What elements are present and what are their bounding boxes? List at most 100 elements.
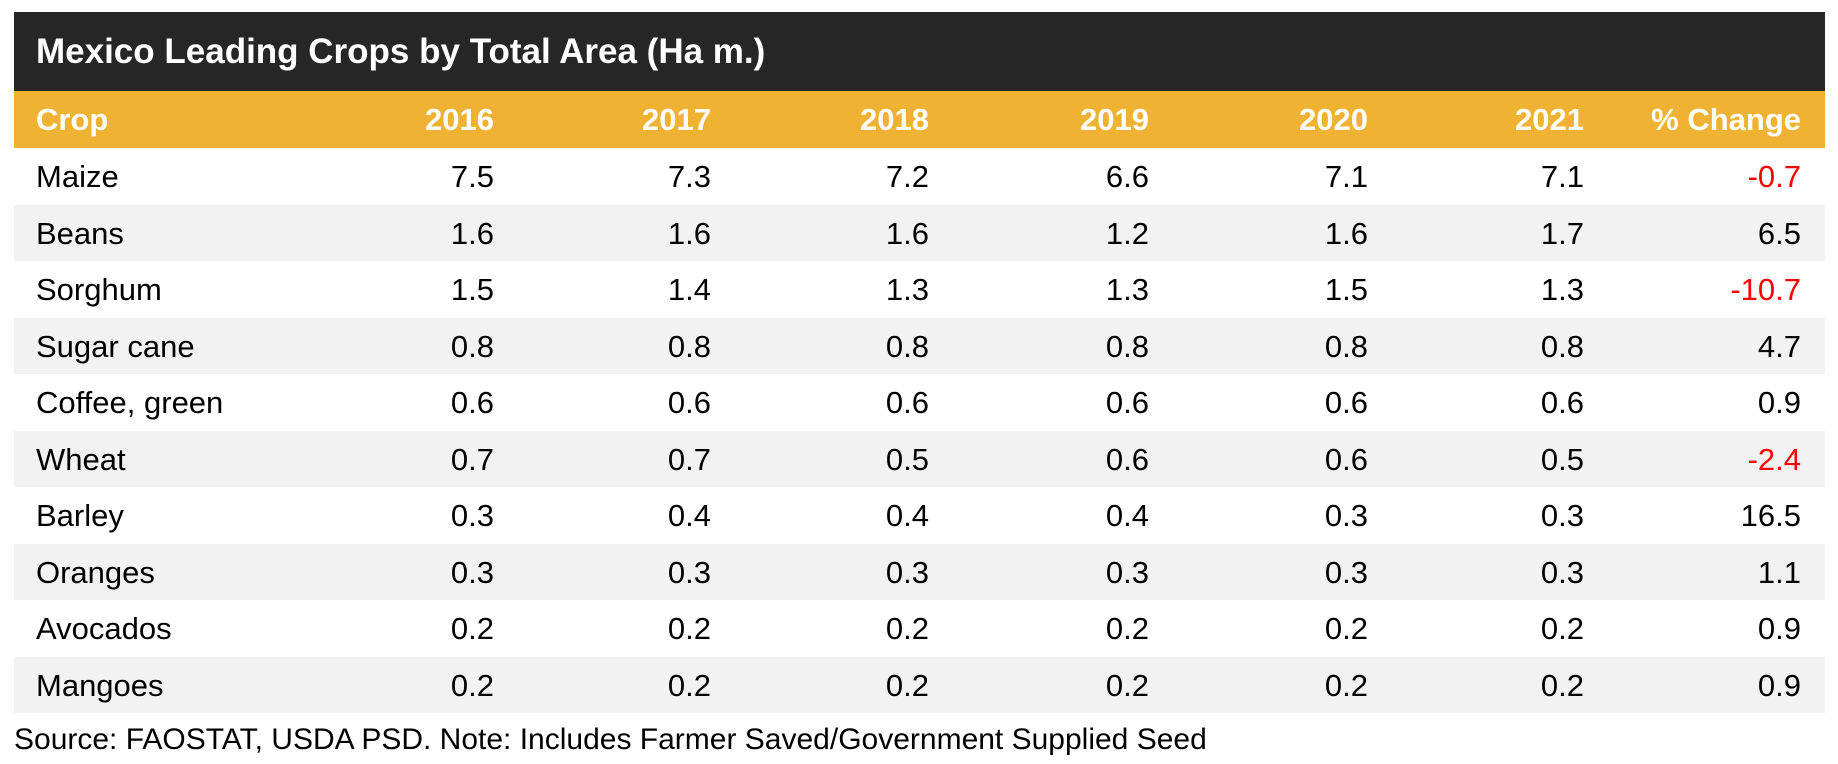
value-cell: 0.5 [1540,441,1584,477]
value-cell: 1.3 [885,272,929,307]
crop-name: Oranges [36,554,155,590]
column-header: % Change [1651,102,1801,137]
value-cell: 0.6 [667,385,711,420]
table-row: Sugar cane 0.8 0.8 0.8 0.8 0.8 0.8 4.7 [14,317,1825,374]
value-cell: 0.2 [450,667,494,703]
value-cell: -2.4 [1747,441,1801,477]
crop-name: Sugar cane [36,328,195,364]
value-cell: 0.8 [450,328,494,364]
value-cell: 0.2 [667,611,711,646]
value-cell: 0.6 [1540,385,1584,420]
column-header: 2017 [642,102,711,137]
value-cell: 1.6 [667,215,711,251]
value-cell: 1.6 [885,215,929,251]
value-cell: 0.8 [667,328,711,364]
table-row: Coffee, green 0.6 0.6 0.6 0.6 0.6 0.6 0.9 [14,374,1825,431]
crop-name: Coffee, green [36,385,224,420]
table-row: Wheat 0.7 0.7 0.5 0.6 0.6 0.5 -2.4 [14,430,1825,487]
value-cell: 7.1 [1540,159,1584,194]
value-cell: 4.7 [1757,328,1801,364]
value-cell: 0.2 [1105,667,1149,703]
value-cell: 1.6 [1324,215,1368,251]
column-header: 2019 [1080,102,1149,137]
value-cell: 0.6 [450,385,494,420]
crop-name: Maize [36,159,119,194]
value-cell: 0.6 [1105,441,1149,477]
value-cell: 0.2 [1540,611,1584,646]
crop-name: Wheat [36,441,126,477]
value-cell: 0.4 [1105,498,1149,533]
value-cell: 0.6 [1105,385,1149,420]
value-cell: 16.5 [1740,498,1801,533]
value-cell: 0.3 [667,554,711,590]
crop-name: Avocados [36,611,172,646]
value-cell: 7.3 [667,159,711,194]
value-cell: 7.1 [1324,159,1368,194]
value-cell: 0.6 [885,385,929,420]
value-cell: 0.2 [1540,667,1584,703]
value-cell: 0.6 [1324,441,1368,477]
column-header: 2021 [1515,102,1584,137]
column-header: 2018 [860,102,929,137]
value-cell: 0.9 [1757,611,1801,646]
value-cell: 0.7 [667,441,711,477]
value-cell: 0.2 [1324,667,1368,703]
value-cell: 0.2 [450,611,494,646]
value-cell: 0.8 [885,328,929,364]
table-row: Avocados 0.2 0.2 0.2 0.2 0.2 0.2 0.9 [14,600,1825,657]
header-row: Crop 2016 2017 2018 2019 2020 2021 % Change [14,91,1825,148]
table-row: Mangoes 0.2 0.2 0.2 0.2 0.2 0.2 0.9 [14,656,1825,713]
value-cell: 0.3 [1540,498,1584,533]
value-cell: 0.7 [450,441,494,477]
value-cell: 0.2 [885,611,929,646]
value-cell: 1.3 [1105,272,1149,307]
value-cell: 1.3 [1540,272,1584,307]
value-cell: 0.5 [885,441,929,477]
value-cell: 0.9 [1757,667,1801,703]
source-note: Source: FAOSTAT, USDA PSD. Note: Include… [14,723,1207,756]
value-cell: -0.7 [1747,159,1801,194]
table-title: Mexico Leading Crops by Total Area (Ha m… [36,32,766,71]
value-cell: 7.5 [450,159,494,194]
value-cell: 0.3 [885,554,929,590]
value-cell: 0.9 [1757,385,1801,420]
value-cell: 1.5 [1324,272,1368,307]
value-cell: 7.2 [885,159,929,194]
crop-name: Beans [36,215,124,251]
table-row: Maize 7.5 7.3 7.2 6.6 7.1 7.1 -0.7 [14,148,1825,205]
column-header: 2020 [1299,102,1368,137]
value-cell: 1.6 [450,215,494,251]
table-row: Barley 0.3 0.4 0.4 0.4 0.3 0.3 16.5 [14,487,1825,544]
value-cell: 0.2 [1324,611,1368,646]
value-cell: 1.4 [667,272,711,307]
crop-name: Sorghum [36,272,162,307]
column-header: Crop [36,102,109,137]
value-cell: 0.3 [1324,498,1368,533]
value-cell: 0.4 [667,498,711,533]
value-cell: 0.3 [1105,554,1149,590]
value-cell: 1.7 [1540,215,1584,251]
value-cell: 1.2 [1105,215,1149,251]
crop-name: Mangoes [36,667,164,703]
value-cell: 0.4 [885,498,929,533]
table-row: Sorghum 1.5 1.4 1.3 1.3 1.5 1.3 -10.7 [14,261,1825,318]
value-cell: 0.3 [1324,554,1368,590]
value-cell: 1.5 [450,272,494,307]
crop-name: Barley [36,498,124,533]
title-bar: Mexico Leading Crops by Total Area (Ha m… [14,12,1825,91]
value-cell: 0.3 [450,498,494,533]
value-cell: 0.8 [1105,328,1149,364]
value-cell: 6.6 [1105,159,1149,194]
value-cell: 1.1 [1757,554,1801,590]
value-cell: 0.3 [1540,554,1584,590]
table-row: Beans 1.6 1.6 1.6 1.2 1.6 1.7 6.5 [14,204,1825,261]
value-cell: 0.2 [667,667,711,703]
value-cell: -10.7 [1730,272,1801,307]
value-cell: 0.2 [1105,611,1149,646]
value-cell: 0.8 [1540,328,1584,364]
value-cell: 0.8 [1324,328,1368,364]
value-cell: 0.6 [1324,385,1368,420]
column-header: 2016 [425,102,494,137]
value-cell: 6.5 [1757,215,1801,251]
